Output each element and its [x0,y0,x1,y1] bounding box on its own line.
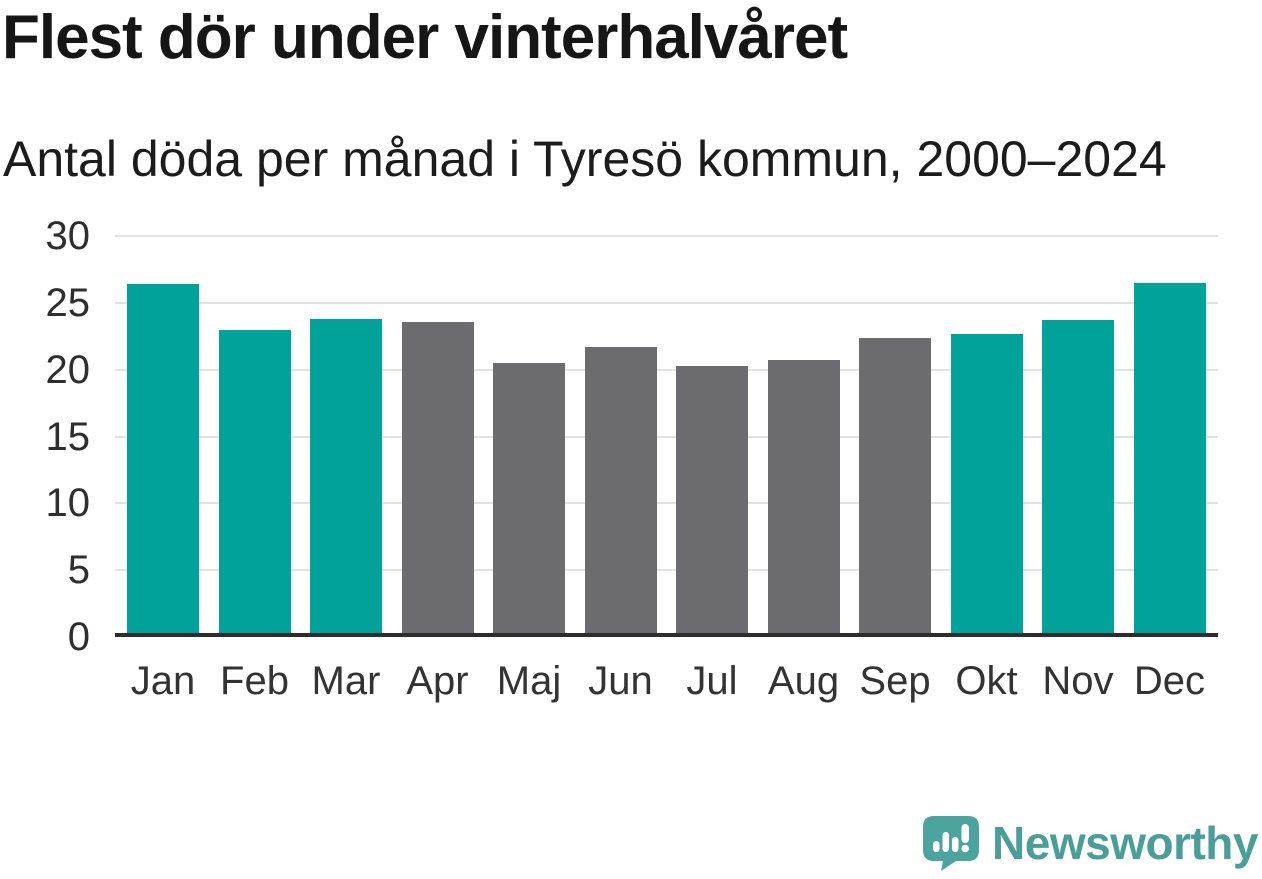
chart-title: Flest dör under vinterhalvåret [2,3,848,72]
y-tick-label-20: 20 [45,347,91,392]
bar-mar [310,318,382,633]
y-tick-label-10: 10 [45,481,91,526]
gridline-5 [115,569,1218,572]
x-tick-label-jun: Jun [588,659,653,703]
x-axis: Jan Feb Mar Apr Maj Jun Jul Aug Sep Okt Nov Dec [115,656,1218,708]
newsworthy-logo-icon [923,816,980,871]
x-tick-label-feb: Feb [220,659,289,703]
bar-feb [218,329,291,633]
gridline-15 [115,435,1218,438]
plot-area [115,235,1218,637]
bar-sep [859,337,931,633]
gridline-20 [115,368,1218,371]
bar-jul [676,365,748,633]
y-tick-label-0: 0 [67,615,90,659]
x-tick-label-mar: Mar [311,659,381,703]
x-tick-label-aug: Aug [767,659,840,703]
brand-lockup: Newsworthy [922,815,1258,871]
x-tick-label-dec: Dec [1133,659,1206,703]
chart-subtitle: Antal döda per månad i Tyresö kommun, 20… [3,131,1167,187]
bar-dec [1133,282,1206,633]
bar-nov [1042,320,1114,633]
bar-jan [127,284,199,633]
bar-aug [767,360,840,633]
y-axis: 0 5 10 15 20 25 30 [0,214,91,659]
bar-okt [950,333,1023,633]
bar-jun [584,346,657,633]
y-tick-label-25: 25 [45,280,91,325]
gridline-30 [115,235,1218,237]
y-tick-label-30: 30 [45,214,91,258]
x-tick-label-apr: Apr [406,659,469,703]
x-tick-label-maj: Maj [496,659,562,703]
brand-name: Newsworthy [992,817,1258,869]
y-tick-label-5: 5 [67,548,90,593]
x-tick-label-jan: Jan [130,659,196,703]
x-tick-label-okt: Okt [955,659,1018,703]
bar-apr [401,321,474,633]
x-tick-label-sep: Sep [859,659,931,703]
y-tick-label-15: 15 [45,414,91,459]
gridline-25 [115,301,1218,304]
x-tick-label-nov: Nov [1042,659,1114,703]
bar-maj [493,363,565,633]
gridline-10 [115,502,1218,505]
x-tick-label-jul: Jul [686,659,738,703]
